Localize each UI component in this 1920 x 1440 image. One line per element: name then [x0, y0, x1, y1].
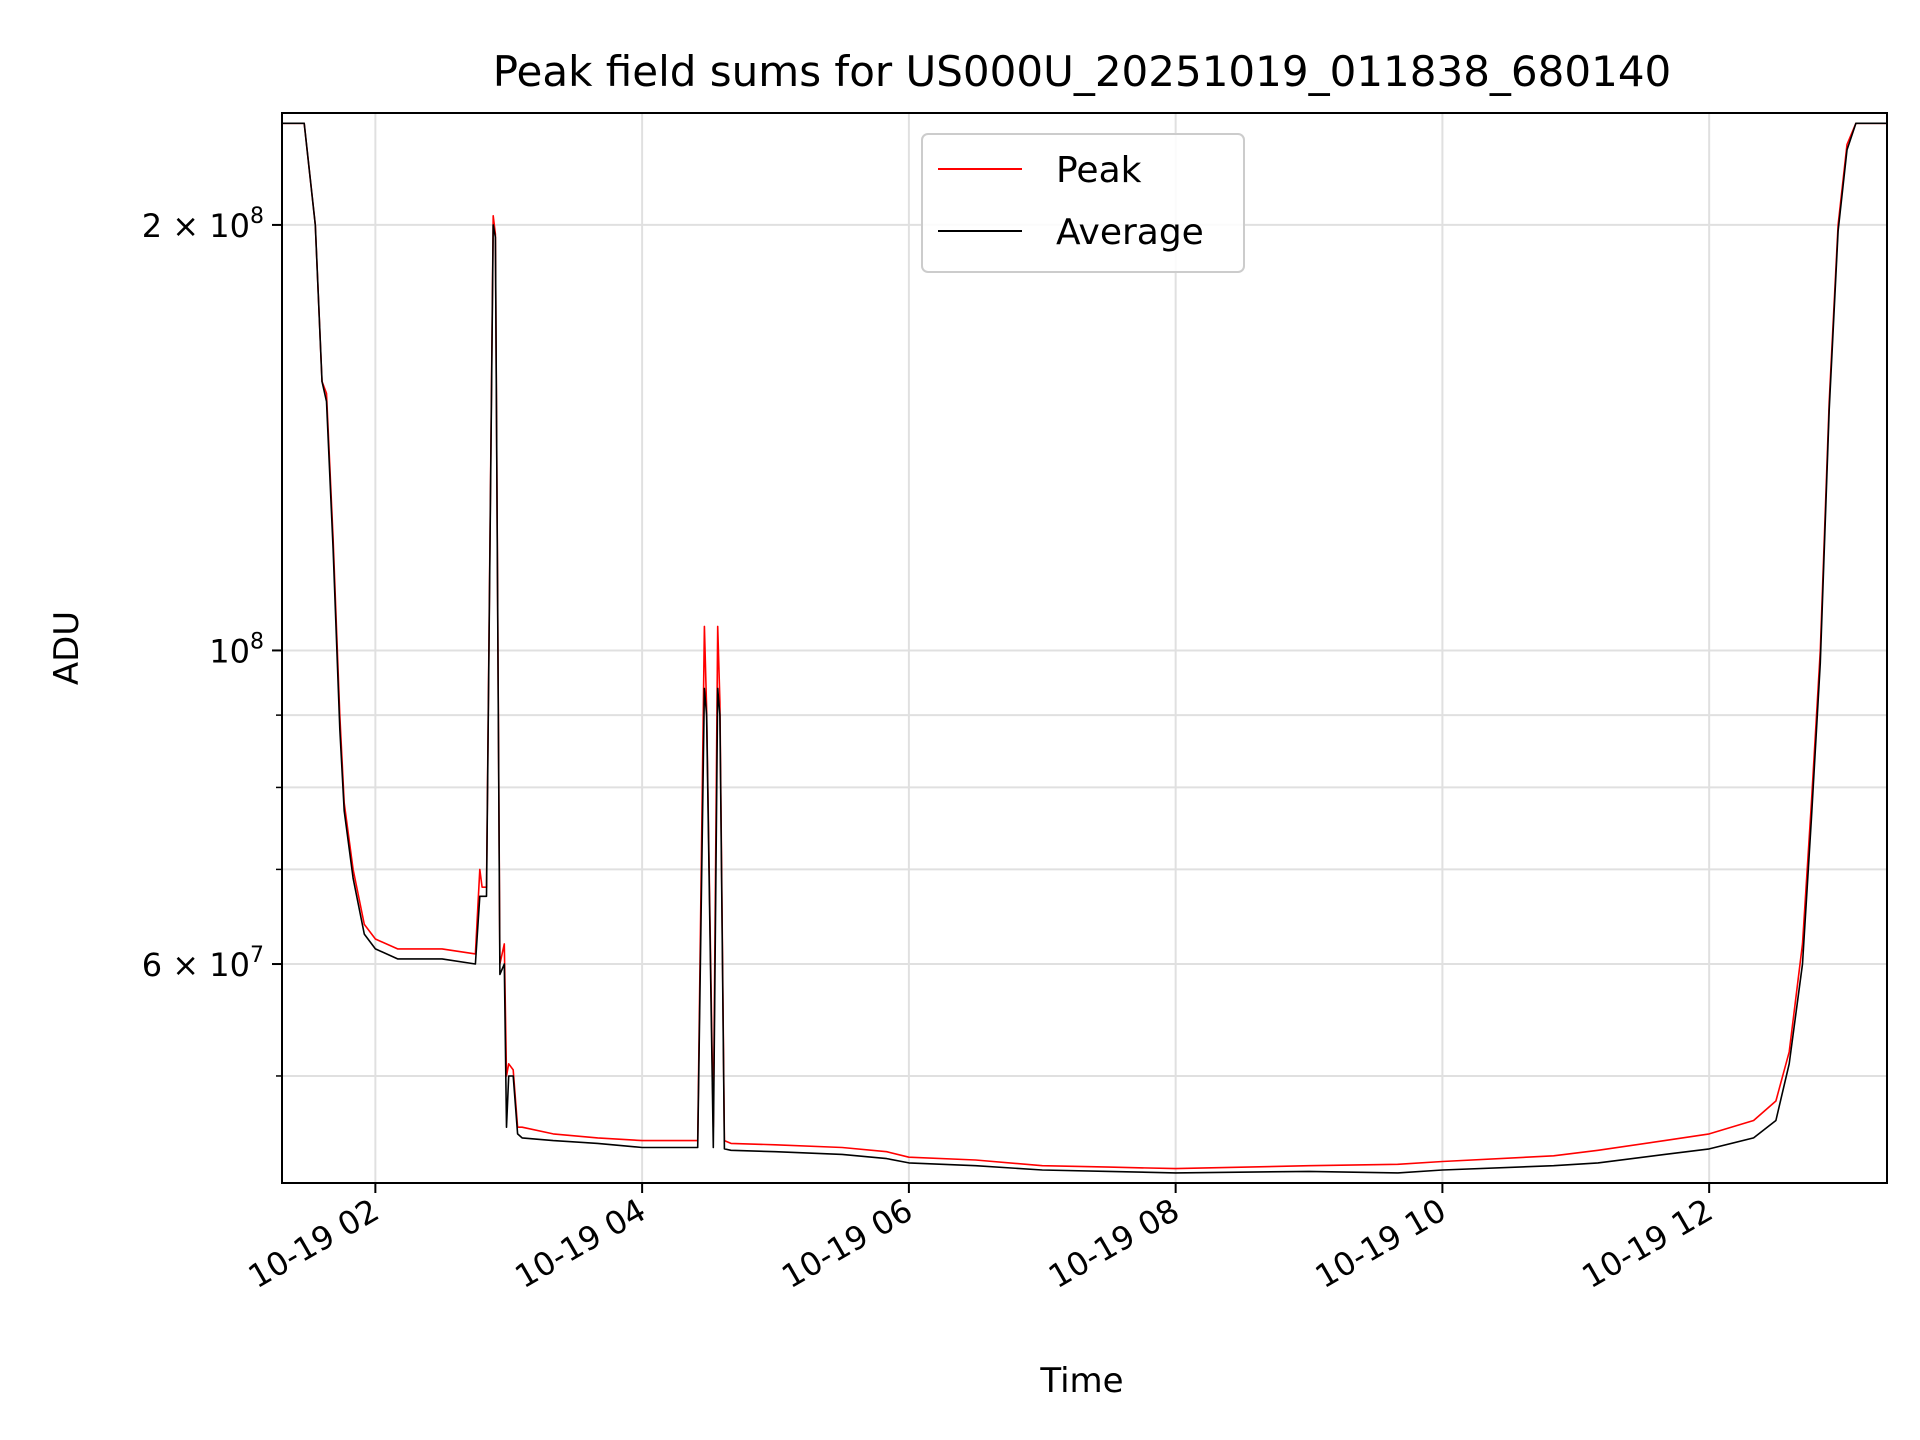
y-tick-label-base: 2 × 10 [142, 207, 250, 245]
y-tick-label-exponent: 7 [250, 943, 264, 968]
y-tick-label: 6 × 107 [142, 943, 264, 984]
chart-title: Peak field sums for US000U_20251019_0118… [493, 47, 1672, 96]
y-tick-label-base: 6 × 10 [142, 946, 250, 984]
x-axis-label: Time [1039, 1361, 1123, 1401]
series-line-average [282, 122, 1887, 1174]
y-tick-label: 2 × 108 [142, 204, 264, 245]
y-tick-label-exponent: 8 [250, 629, 264, 654]
y-tick-label-base: 10 [209, 632, 250, 670]
plot-frame [281, 112, 1888, 1184]
legend-label-peak: Peak [1056, 150, 1142, 191]
y-axis-label: ADU [47, 611, 87, 685]
y-tick-label: 108 [209, 629, 264, 670]
legend-label-average: Average [1056, 212, 1204, 253]
series-layer [282, 122, 1887, 1174]
legend: Peak Average [921, 133, 1245, 273]
y-tick-label-exponent: 8 [250, 204, 264, 229]
